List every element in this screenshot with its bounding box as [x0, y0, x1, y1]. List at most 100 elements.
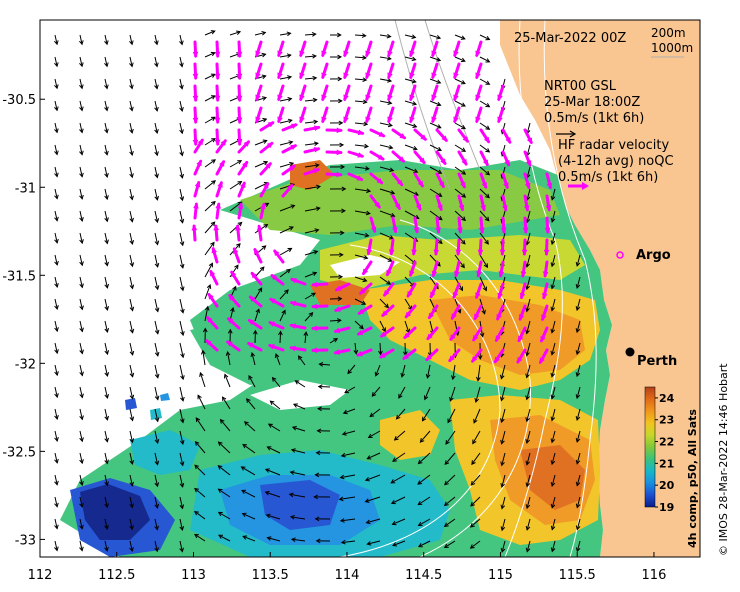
model-arrowhead — [129, 394, 135, 400]
radar-arrowhead — [214, 73, 221, 80]
model-arrowhead — [290, 537, 296, 542]
model-arrowhead — [500, 396, 505, 402]
model-arrowhead — [364, 498, 370, 503]
model-scale-arrowhead — [569, 130, 577, 138]
model-arrow — [479, 188, 490, 198]
model-arrow — [304, 142, 318, 146]
model-arrow — [79, 210, 83, 222]
radar-arrowhead — [431, 50, 437, 58]
model-arrow — [204, 306, 209, 322]
model-arrowhead — [104, 62, 109, 68]
model-arrowhead — [341, 208, 346, 214]
model-arrowhead — [387, 122, 393, 128]
model-arrowhead — [550, 416, 556, 422]
model-arrowhead — [129, 372, 135, 378]
model-arrowhead — [315, 450, 321, 456]
model-arrow — [454, 34, 465, 40]
model-arrow — [79, 474, 83, 486]
radar-arrowhead — [376, 177, 384, 185]
model-arrowhead — [374, 371, 380, 377]
model-arrowhead — [179, 504, 185, 510]
model-arrowhead — [104, 437, 109, 443]
model-arrow — [218, 441, 231, 454]
y-tick-label: -31 — [15, 181, 36, 196]
model-arrow — [179, 496, 184, 509]
model-arrow — [551, 452, 556, 465]
model-arrow — [479, 144, 490, 153]
model-arrow — [154, 320, 159, 334]
model-arrow — [179, 78, 183, 89]
model-arrowhead — [179, 62, 184, 68]
model-arrow — [218, 465, 231, 476]
model-arrowhead — [550, 503, 556, 509]
model-arrowhead — [500, 439, 505, 445]
radar-arrowhead — [217, 180, 223, 188]
model-arrow — [270, 400, 281, 410]
model-arrow — [54, 276, 58, 288]
model-arrowhead — [359, 324, 364, 330]
model-arrow — [304, 55, 316, 58]
model-arrowhead — [460, 57, 466, 63]
model-arrowhead — [286, 31, 292, 37]
model-arrowhead — [250, 352, 256, 358]
model-arrow — [304, 312, 313, 322]
model-arrowhead — [437, 239, 443, 245]
radar-arrowhead — [192, 139, 199, 146]
model-arrow — [479, 232, 489, 245]
radar-arrowhead — [497, 94, 503, 102]
radar-arrowhead — [461, 159, 468, 166]
model-arrowhead — [525, 307, 530, 313]
radar-arrowhead — [255, 94, 261, 102]
model-arrowhead — [400, 372, 405, 378]
model-arrow — [344, 386, 356, 394]
model-arrowhead — [337, 76, 343, 82]
model-arrow — [375, 364, 381, 376]
radar-arrowhead — [483, 136, 490, 144]
model-arrowhead — [445, 439, 450, 445]
model-arrow — [398, 386, 406, 399]
model-arrowhead — [154, 525, 159, 531]
model-arrowhead — [386, 55, 392, 61]
model-arrow — [218, 534, 231, 542]
model-arrowhead — [436, 101, 442, 107]
model-arrow — [154, 430, 159, 444]
model-arrow — [291, 538, 306, 542]
model-arrowhead — [388, 144, 394, 150]
model-arrowhead — [575, 372, 581, 378]
model-arrow — [392, 452, 406, 462]
model-arrowhead — [271, 376, 277, 382]
model-arrowhead — [129, 328, 135, 334]
model-arrow — [379, 254, 392, 262]
model-arrow — [429, 144, 442, 151]
model-arrow — [444, 518, 456, 527]
radar-arrowhead — [426, 333, 433, 341]
model-arrowhead — [485, 125, 491, 130]
x-tick-label: 113.5 — [252, 568, 289, 583]
radar-arrowhead — [475, 292, 481, 300]
model-arrow — [340, 518, 356, 522]
model-arrowhead — [303, 331, 309, 337]
model-arrowhead — [311, 32, 317, 37]
model-arrowhead — [425, 373, 431, 379]
radar-arrowhead — [336, 149, 343, 156]
model-arrowhead — [54, 415, 59, 421]
plot-frame — [39, 19, 701, 558]
model-arrow — [154, 144, 158, 156]
model-arrowhead — [79, 84, 84, 90]
model-arrow — [129, 386, 134, 399]
model-arrowhead — [79, 261, 84, 267]
model-arrow — [129, 210, 133, 222]
model-arrow — [54, 298, 58, 310]
model-arrowhead — [236, 30, 242, 35]
model-arrow — [576, 496, 581, 508]
radar-arrowhead — [356, 350, 363, 357]
model-arrowhead — [342, 409, 348, 415]
model-arrowhead — [460, 35, 466, 40]
model-arrowhead — [104, 481, 109, 487]
model-arrowhead — [54, 546, 59, 552]
radar-arrowhead — [455, 249, 462, 256]
model-arrowhead — [154, 503, 160, 509]
x-axis: 112 112.5 113 113.5 114 114.5 115 115.5 116 — [28, 552, 666, 583]
model-arrowhead — [366, 188, 372, 194]
